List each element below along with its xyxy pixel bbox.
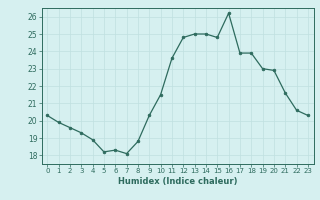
- X-axis label: Humidex (Indice chaleur): Humidex (Indice chaleur): [118, 177, 237, 186]
